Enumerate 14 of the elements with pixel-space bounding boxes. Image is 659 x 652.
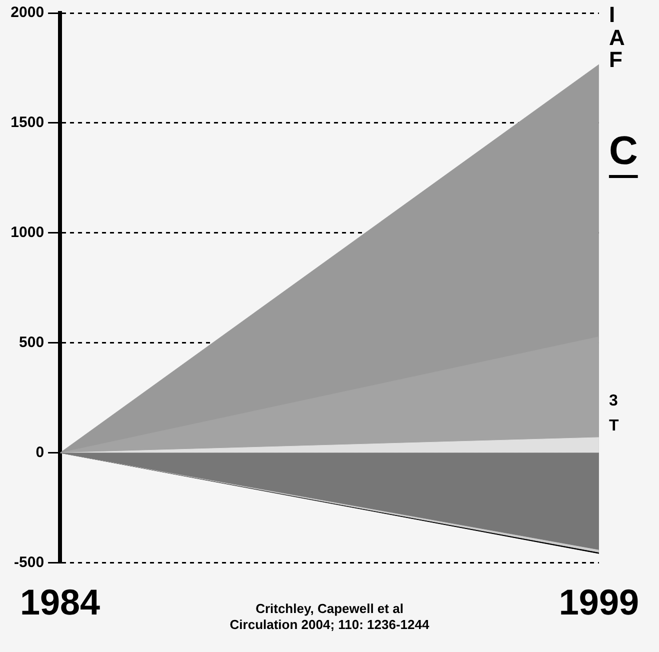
text: 3: [608, 392, 618, 410]
y-tick-label: 1000: [10, 224, 44, 242]
text: T: [608, 417, 619, 434]
text: C: [608, 129, 638, 174]
y-tick-label: 0: [36, 444, 44, 461]
x-tick-label: 1999: [558, 581, 640, 622]
y-tick-label: 2000: [10, 4, 44, 22]
y-tick-label: 1500: [10, 114, 44, 132]
y-tick-label: 500: [19, 334, 44, 352]
text: Critchley, Capewell et al: [256, 600, 404, 616]
text: I: [608, 2, 616, 28]
x-tick-label: 1984: [20, 581, 100, 622]
y-tick-label: -500: [14, 554, 44, 571]
text: Circulation 2004; 110: 1236-1244: [230, 616, 430, 632]
